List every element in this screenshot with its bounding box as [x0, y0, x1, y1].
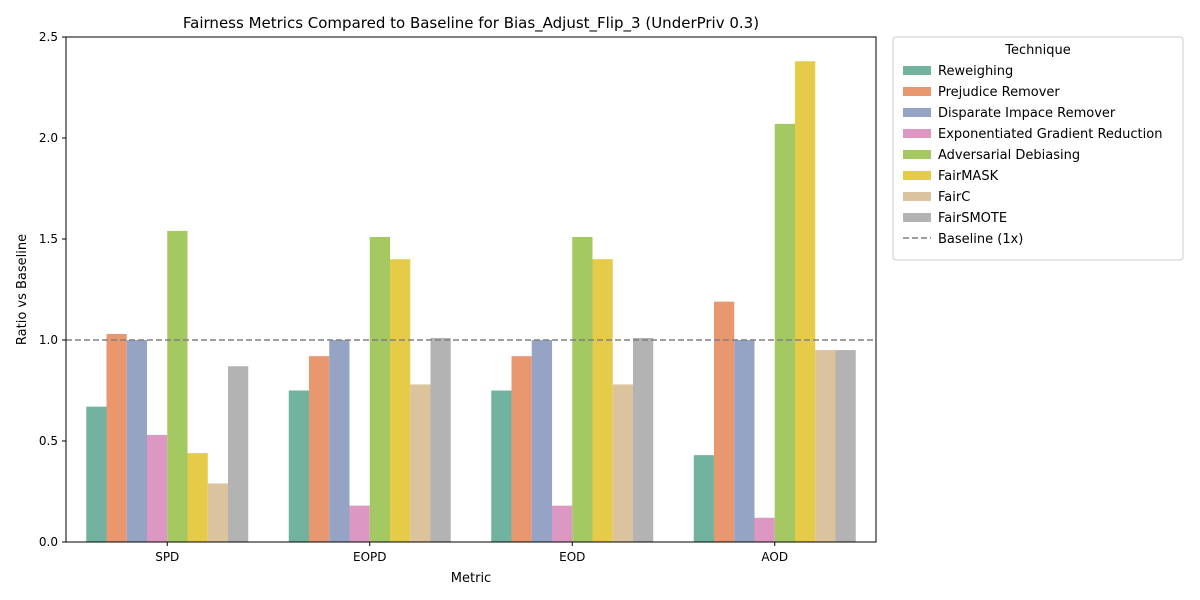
- bar-eod-disparate-impace-remover: [531, 340, 552, 542]
- x-tick-label: SPD: [155, 550, 179, 564]
- y-tick-label: 0.0: [39, 535, 58, 549]
- bar-eod-prejudice-remover: [511, 356, 532, 542]
- legend-baseline-label: Baseline (1x): [938, 232, 1023, 247]
- y-tick-label: 1.0: [39, 333, 58, 347]
- legend-swatch: [903, 87, 931, 96]
- legend-entry-label: Reweighing: [938, 64, 1013, 79]
- bar-eod-fairsmote: [633, 337, 654, 542]
- bar-eod-fairmask: [592, 259, 613, 542]
- legend-swatch: [903, 192, 931, 201]
- y-tick-label: 1.5: [39, 232, 58, 246]
- legend-box: [892, 36, 1184, 261]
- legend-entry-label: Adversarial Debiasing: [938, 148, 1080, 163]
- legend-swatch: [903, 129, 931, 138]
- legend-title: Technique: [1004, 43, 1070, 58]
- bar-spd-prejudice-remover: [106, 333, 127, 542]
- bar-eod-fairc: [612, 384, 633, 542]
- bar-eod-exponentiated-gradient-reduction: [552, 505, 573, 542]
- legend-entry-label: FairSMOTE: [938, 211, 1007, 226]
- bar-eopd-disparate-impace-remover: [329, 340, 350, 542]
- legend-entry-label: FairC: [938, 190, 970, 205]
- bar-eod-adversarial-debiasing: [572, 236, 593, 543]
- bar-aod-fairsmote: [835, 350, 856, 542]
- bar-eopd-exponentiated-gradient-reduction: [349, 505, 370, 542]
- legend-swatch: [903, 171, 931, 180]
- legend-entry-label: Exponentiated Gradient Reduction: [938, 127, 1162, 142]
- legend-entry-label: Prejudice Remover: [938, 85, 1060, 100]
- y-axis-label: Ratio vs Baseline: [15, 234, 30, 345]
- bar-eopd-fairc: [410, 384, 431, 542]
- bar-spd-fairc: [207, 483, 228, 542]
- bar-eopd-fairmask: [390, 259, 411, 542]
- bar-eopd-adversarial-debiasing: [369, 236, 390, 543]
- y-tick-label: 0.5: [39, 434, 58, 448]
- bar-eopd-prejudice-remover: [309, 356, 330, 542]
- bar-eopd-fairsmote: [430, 337, 451, 542]
- legend-entry-label: Disparate Impace Remover: [938, 106, 1116, 121]
- bar-spd-fairmask: [187, 453, 208, 542]
- chart-title: Fairness Metrics Compared to Baseline fo…: [183, 14, 759, 33]
- bar-aod-reweighing: [693, 455, 714, 542]
- legend-entry-label: FairMASK: [938, 169, 999, 184]
- bar-eod-reweighing: [491, 390, 512, 542]
- bar-spd-exponentiated-gradient-reduction: [147, 434, 168, 542]
- bar-aod-fairmask: [795, 61, 816, 543]
- bar-aod-exponentiated-gradient-reduction: [754, 517, 775, 542]
- plot-area: 0.0 0.5 1.0 1.5 2.0 2.5 SPD EOPD EOD AOD: [39, 30, 877, 564]
- bar-spd-reweighing: [86, 406, 107, 542]
- bar-aod-disparate-impace-remover: [734, 340, 755, 542]
- legend: Technique Reweighing Prejudice Remover Disp…: [892, 36, 1184, 261]
- bar-eopd-reweighing: [288, 390, 309, 542]
- x-axis-label: Metric: [451, 571, 491, 586]
- legend-swatch: [903, 66, 931, 75]
- x-tick-label: EOD: [559, 550, 585, 564]
- legend-swatch: [903, 213, 931, 222]
- bar-aod-fairc: [815, 350, 836, 542]
- y-tick-label: 2.0: [39, 131, 58, 145]
- bar-spd-adversarial-debiasing: [167, 230, 188, 543]
- bar-aod-prejudice-remover: [714, 301, 735, 542]
- y-tick-label: 2.5: [39, 30, 58, 44]
- legend-swatch: [903, 108, 931, 117]
- bar-aod-adversarial-debiasing: [774, 123, 795, 543]
- bar-spd-fairsmote: [228, 366, 249, 542]
- bar-spd-disparate-impace-remover: [126, 340, 147, 542]
- plot-frame: [65, 36, 877, 543]
- x-tick-label: AOD: [761, 550, 788, 564]
- x-tick-label: EOPD: [353, 550, 387, 564]
- legend-swatch: [903, 150, 931, 159]
